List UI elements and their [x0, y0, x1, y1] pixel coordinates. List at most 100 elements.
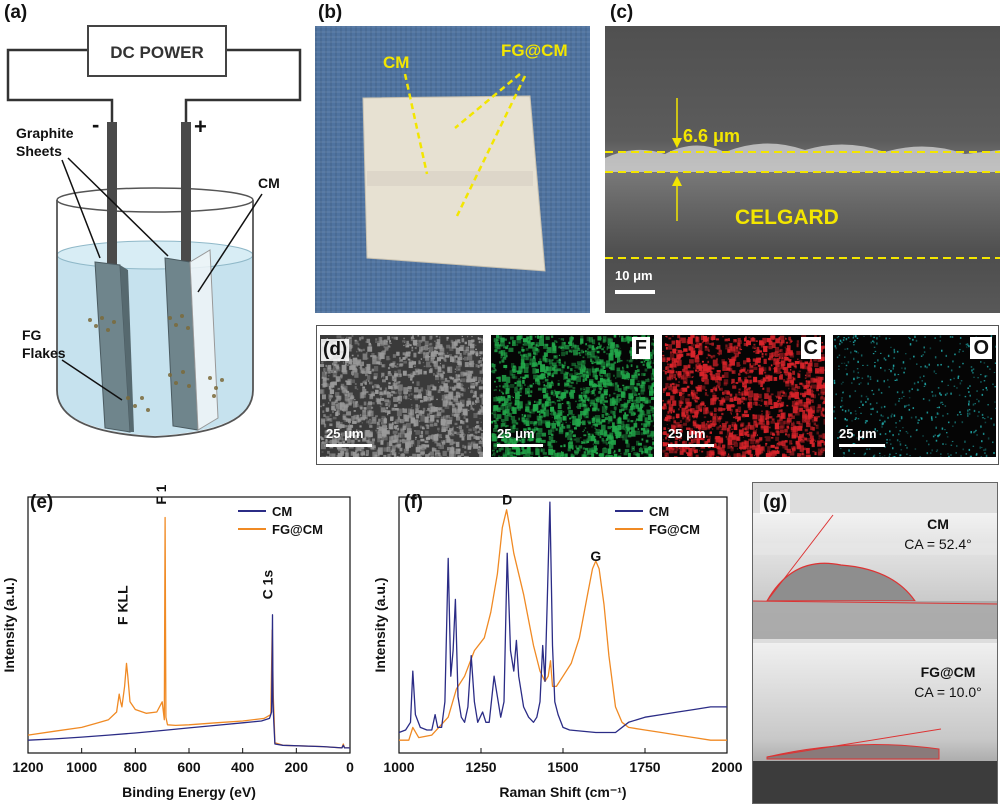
x-tick-label: 1750: [629, 759, 660, 775]
fgcm-ca-value: CA = 10.0°: [914, 684, 981, 700]
series-line: [27, 516, 350, 749]
eds-map-tile: O 25 μm: [833, 335, 996, 457]
eds-texture: [662, 335, 825, 457]
series-line: [399, 509, 727, 741]
coated-strip: [367, 171, 533, 186]
eds-element-label: O: [970, 337, 992, 359]
cm-dashed-arrow: [403, 73, 429, 175]
cm-photo-label: CM: [383, 53, 409, 72]
cm-tangent: [766, 514, 834, 602]
eds-map-tile: C 25 μm: [662, 335, 825, 457]
fgcm-dashed-arrow-1: [454, 73, 521, 129]
cm-label: CM: [258, 175, 280, 191]
legend-label: FG@CM: [649, 522, 700, 537]
panel-c-sem: 6.6 μm CELGARD 10 μm: [605, 26, 1000, 313]
eds-scale-label: 25 μm: [326, 426, 364, 441]
x-tick-label: 1200: [12, 759, 43, 775]
electrolysis-diagram: DC POWER - + Graphite Sheets C: [6, 25, 302, 438]
minus-sign: -: [92, 112, 99, 137]
cm-membrane: [189, 249, 219, 431]
eds-scale-bar: [497, 444, 543, 447]
plus-sign: +: [194, 114, 207, 139]
sem-overlay: 6.6 μm CELGARD 10 μm: [605, 98, 1000, 294]
eds-element-label: C: [800, 337, 821, 359]
fg-label-line1: FG: [22, 327, 42, 343]
eds-scale-bar: [839, 444, 885, 447]
legend-label: CM: [649, 504, 669, 519]
fgcm-ca-name: FG@CM: [921, 664, 976, 680]
cm-ca-name: CM: [927, 516, 949, 532]
eds-scale-label: 25 μm: [497, 426, 535, 441]
thickness-arrowhead-bottom: [672, 176, 682, 186]
peak-annotation: F 1s: [153, 485, 169, 505]
eds-texture: [320, 335, 483, 457]
celgard-label: CELGARD: [735, 206, 839, 229]
panel-label-g: (g): [760, 492, 791, 514]
graphite-sheet-negative-side: [120, 265, 134, 432]
eds-scale-bar: [326, 444, 372, 447]
fg-layer: [605, 143, 1000, 172]
eds-scale-label: 25 μm: [668, 426, 706, 441]
liquid-surface: [56, 240, 254, 270]
fgcm-photo-label: FG@CM: [501, 41, 568, 60]
y-axis-label: Intensity (a.u.): [372, 578, 388, 673]
x-tick-label: 600: [177, 759, 201, 775]
series-line: [27, 614, 350, 749]
eds-map-row: 25 μm F 25 μm C 25 μm O 25 μm: [320, 335, 996, 457]
peak-annotation: F KLL: [114, 585, 130, 625]
x-tick-label: 400: [231, 759, 255, 775]
positive-wire: [184, 48, 302, 122]
cm-ca-value: CA = 52.4°: [904, 536, 971, 552]
eds-element-label: F: [631, 337, 650, 359]
negative-wire: [6, 48, 114, 122]
contact-angle-images: CM CA = 52.4° FG@CM CA = 10.0°: [753, 513, 997, 803]
x-tick-label: 1500: [547, 759, 578, 775]
cm-baseline: [753, 600, 997, 605]
x-tick-label: 1000: [66, 759, 97, 775]
fgcm-tangent: [766, 728, 942, 758]
eds-texture: [491, 335, 654, 457]
x-axis-label: Raman Shift (cm⁻¹): [499, 784, 626, 800]
electrolyte: [57, 255, 253, 436]
fg-arrow: [61, 359, 123, 401]
raman-chart: 1000 1250 1500 1750 2000 Raman Shift (cm⁻¹) In…: [372, 492, 743, 800]
thickness-arrowhead-top: [672, 138, 682, 148]
panel-label-d: (d): [321, 339, 350, 361]
sem-scale-bar: [615, 290, 655, 294]
peak-annotation: C 1s: [260, 570, 276, 600]
negative-rod: [107, 122, 117, 272]
membrane-photo-overlay: CM FG@CM: [362, 41, 568, 272]
peak-annotation: D: [502, 492, 512, 508]
legend-label: CM: [272, 504, 292, 519]
panel-b-photo: CM FG@CM: [315, 26, 590, 313]
cm-substrate: [753, 601, 997, 639]
dc-power-label: DC POWER: [110, 43, 204, 62]
x-tick-label: 1250: [465, 759, 496, 775]
panel-d-frame: [316, 325, 999, 465]
panel-a: (a) DC POWER - +: [0, 0, 310, 460]
legend-label: FG@CM: [272, 522, 323, 537]
fg-flakes: [88, 314, 224, 412]
beaker-body: [56, 200, 254, 438]
graphite-label-line1: Graphite: [16, 125, 74, 141]
graphite-label-line2: Sheets: [16, 143, 62, 159]
fg-label-line2: Flakes: [22, 345, 66, 361]
dc-power-box: [87, 25, 227, 77]
thickness-label: 6.6 μm: [683, 126, 740, 146]
x-tick-label: 200: [285, 759, 309, 775]
graphite-arrow-1: [61, 159, 101, 259]
fgcm-substrate: [753, 761, 997, 803]
graphite-arrow-2: [67, 157, 169, 257]
x-tick-label: 2000: [711, 759, 742, 775]
eds-map-tile: F 25 μm: [491, 335, 654, 457]
cm-droplet: [765, 562, 917, 602]
x-tick-label: 0: [346, 759, 354, 775]
cm-arrow: [197, 193, 263, 293]
eds-scale-bar: [668, 444, 714, 447]
eds-texture: [833, 335, 996, 457]
panel-label-c: (c): [610, 2, 634, 23]
eds-scale-label: 25 μm: [839, 426, 877, 441]
panel-label-a: (a): [4, 2, 28, 23]
eds-map-tile: 25 μm: [320, 335, 483, 457]
x-axis-label: Binding Energy (eV): [122, 784, 256, 800]
